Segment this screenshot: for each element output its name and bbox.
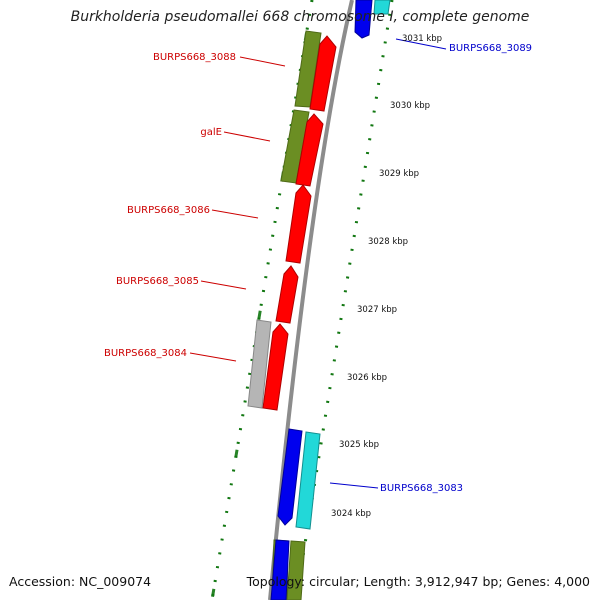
cds-feature [295,431,321,530]
gene-burps668-3086[interactable] [285,184,312,264]
label-leader [211,209,259,219]
label-leader [395,38,447,50]
map-title: Burkholderia pseudomallei 668 chromosome… [70,9,530,25]
label-leader [223,131,271,142]
gene-reverse-lower[interactable] [270,539,290,600]
gene-label-burps668-3085[interactable]: BURPS668_3085 [116,276,199,287]
gene-label-burps668-3084[interactable]: BURPS668_3084 [104,348,187,359]
cds-feature [286,540,306,600]
gene-burps668-3088[interactable] [309,35,337,112]
gene-label-burps668-3086[interactable]: BURPS668_3086 [127,205,210,216]
scale-tick-label: 3027 kbp [357,305,397,315]
genome-summary-text: Topology: circular; Length: 3,912,947 bp… [246,574,590,589]
scale-tick-label: 3029 kbp [379,169,419,179]
scale-tick-label: 3025 kbp [339,440,379,450]
gene-burps668-3083[interactable] [277,428,303,526]
label-leader [239,56,286,67]
scale-tick-label: 3028 kbp [368,237,408,247]
scale-tick-label: 3026 kbp [347,373,387,383]
scale-tick-label: 3030 kbp [390,101,430,111]
gene-burps668-3089[interactable] [354,0,373,39]
scale-tick-label: 3031 kbp [402,34,442,44]
gene-label-burps668-3089[interactable]: BURPS668_3089 [449,43,532,54]
accession-text: Accession: NC_009074 [9,574,152,589]
gene-burps668-3084[interactable] [262,323,289,411]
gene-label-burps668-3088[interactable]: BURPS668_3088 [153,52,236,63]
cds-feature [247,319,272,409]
scale-tick-label: 3024 kbp [331,509,371,519]
label-leader [329,482,379,489]
gene-burps668-3085[interactable] [275,265,299,324]
gene-label-gale[interactable]: galE [200,127,222,138]
label-leader [189,352,237,362]
cds-feature [373,0,391,15]
label-leader [200,280,247,290]
gene-label-burps668-3083[interactable]: BURPS668_3083 [380,483,463,494]
gene-gale[interactable] [295,113,324,187]
